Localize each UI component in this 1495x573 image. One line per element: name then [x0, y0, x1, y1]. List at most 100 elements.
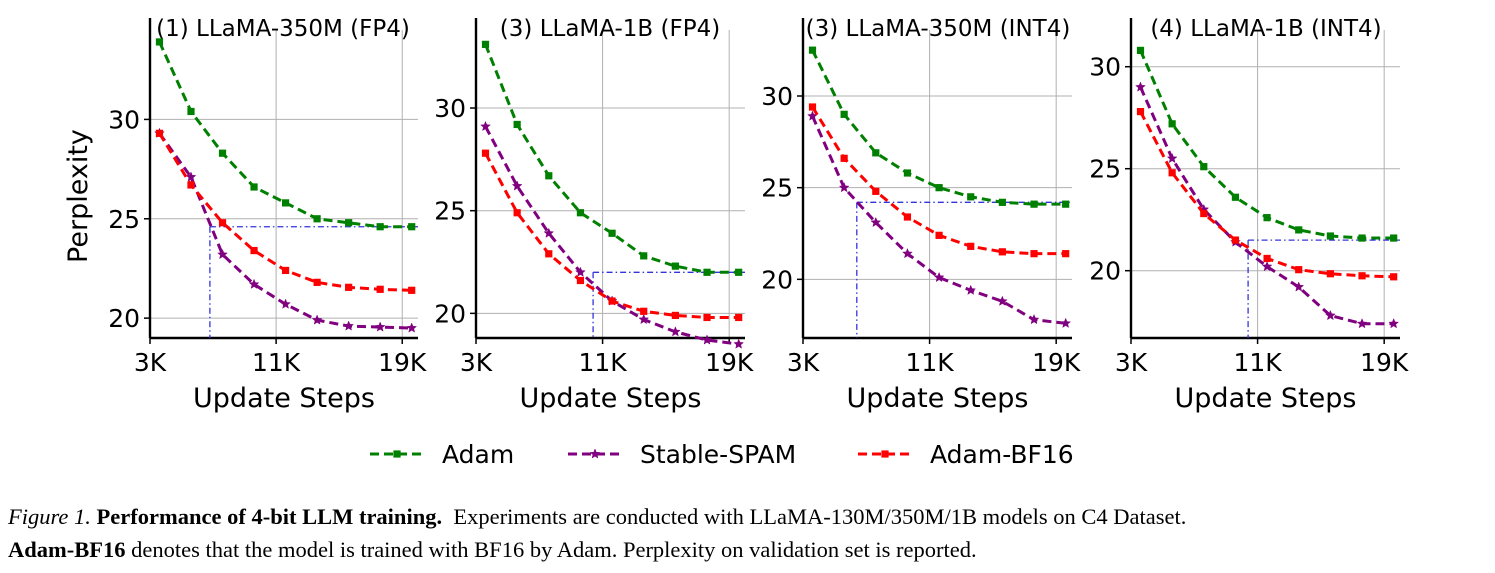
legend-item-adam-bf16: Adam-BF16 — [858, 440, 1074, 469]
data-point-adam-bf16 — [218, 219, 227, 227]
data-point-stable-spam — [1388, 318, 1400, 329]
chart-panel-4: 3K 11K 19K 20 25 30 (4) LLaMA-1B (INT4) Update … — [1089, 16, 1409, 414]
data-point-stable-spam — [511, 180, 523, 191]
caption-text-1: Experiments are conducted with LLaMA-130… — [453, 504, 1187, 529]
series-line-stable-spam — [811, 115, 1066, 325]
data-point-adam — [313, 215, 321, 223]
data-point-adam — [1030, 200, 1038, 208]
legend: Adam Stable-SPAM Adam-BF16 — [370, 440, 1074, 469]
chart-title: (3) LLaMA-350M (INT4) — [806, 16, 1071, 42]
data-point-adam-bf16 — [735, 313, 743, 322]
data-point-adam — [998, 198, 1006, 206]
legend-marker-stable-spam — [589, 448, 601, 459]
data-point-adam — [1062, 200, 1070, 208]
data-point-stable-spam — [1293, 281, 1305, 292]
x-tick-label: 19K — [705, 348, 754, 377]
legend-item-adam: Adam — [370, 440, 514, 469]
data-point-adam — [576, 209, 585, 217]
data-point-adam-bf16 — [155, 129, 164, 137]
data-point-adam — [808, 46, 817, 54]
x-tick-label: 3K — [1115, 348, 1148, 377]
series-adam — [155, 38, 416, 231]
data-point-adam-bf16 — [1168, 169, 1176, 177]
data-point-adam-bf16 — [376, 285, 384, 293]
data-point-adam-bf16 — [345, 283, 353, 291]
data-point-stable-spam — [480, 120, 491, 132]
y-tick-label: 25 — [1089, 155, 1121, 184]
data-point-stable-spam — [1028, 313, 1040, 325]
y-tick-label: 30 — [434, 94, 466, 123]
data-point-adam-bf16 — [967, 242, 975, 250]
data-point-stable-spam — [280, 298, 291, 309]
series-adam — [481, 40, 743, 276]
data-point-adam — [903, 169, 912, 177]
legend-marker-adam-bf16 — [881, 450, 889, 458]
y-axis-label: Perplexity — [63, 129, 94, 263]
data-point-adam — [608, 229, 616, 237]
data-point-adam-bf16 — [935, 231, 943, 239]
data-point-adam — [1200, 163, 1208, 171]
chart-panel-2: 3K 11K 19K 20 25 30 (3) LLaMA-1B (FP4) Update S… — [434, 16, 754, 414]
data-point-adam — [1390, 234, 1398, 242]
data-point-stable-spam — [248, 278, 260, 289]
y-tick-label: 25 — [434, 197, 466, 226]
data-point-adam — [481, 40, 490, 48]
data-point-adam — [545, 172, 553, 180]
data-point-adam — [967, 193, 975, 201]
data-point-adam-bf16 — [313, 278, 321, 286]
chart-panel-3: 3K 11K 19K 20 25 30 (3) LLaMA-350M (INT4) Updat… — [761, 16, 1081, 414]
series-adam-bf16 — [481, 149, 743, 322]
y-tick-label: 30 — [108, 105, 140, 134]
data-point-stable-spam — [1060, 317, 1072, 328]
data-point-stable-spam — [1166, 152, 1178, 164]
data-point-adam-bf16 — [1358, 272, 1366, 280]
data-point-stable-spam — [669, 326, 681, 337]
data-point-stable-spam — [217, 248, 228, 260]
data-point-stable-spam — [870, 216, 882, 228]
y-tick-label: 25 — [108, 205, 140, 234]
data-point-adam-bf16 — [703, 313, 711, 322]
data-point-adam-bf16 — [640, 307, 648, 315]
chart-title: (1) LLaMA-350M (FP4) — [156, 16, 410, 42]
data-point-adam-bf16 — [1136, 107, 1145, 116]
caption-title: Performance of 4-bit LLM training. — [96, 504, 443, 529]
x-tick-label: 3K — [134, 348, 167, 377]
data-point-stable-spam — [185, 171, 197, 182]
data-point-adam — [671, 262, 679, 270]
x-tick-label: 3K — [460, 348, 493, 377]
data-point-adam-bf16 — [608, 297, 616, 305]
x-tick-label: 3K — [787, 348, 820, 377]
data-point-stable-spam — [701, 334, 713, 345]
data-point-adam — [1263, 214, 1271, 222]
data-point-adam — [513, 120, 521, 129]
y-tick-label: 20 — [434, 299, 466, 328]
data-point-stable-spam — [1135, 81, 1146, 92]
series-line-adam — [811, 49, 1066, 206]
x-tick-label: 11K — [252, 348, 301, 377]
data-point-adam — [187, 107, 195, 116]
data-point-adam-bf16 — [250, 246, 258, 255]
series-line-adam — [484, 43, 739, 274]
series-adam — [808, 46, 1070, 208]
x-axis-label: Update Steps — [520, 383, 702, 414]
series-adam-bf16 — [808, 103, 1070, 258]
y-tick-label: 20 — [761, 265, 793, 294]
legend-label-stable-spam: Stable-SPAM — [640, 440, 796, 469]
x-axis-label: Update Steps — [847, 383, 1029, 414]
data-point-adam-bf16 — [840, 154, 848, 162]
y-tick-label: 20 — [1089, 257, 1121, 286]
data-point-stable-spam — [996, 295, 1008, 306]
data-point-adam — [1168, 120, 1176, 128]
data-point-stable-spam — [1356, 318, 1368, 329]
series-line-adam-bf16 — [1139, 110, 1394, 279]
data-point-adam-bf16 — [903, 213, 912, 221]
data-point-adam — [935, 184, 943, 192]
legend-item-stable-spam: Stable-SPAM — [568, 440, 796, 469]
series-adam-bf16 — [1136, 107, 1398, 281]
data-point-adam — [872, 149, 880, 157]
legend-marker-adam — [393, 450, 401, 458]
series-line-stable-spam — [1139, 86, 1394, 326]
data-point-adam-bf16 — [1263, 254, 1271, 263]
data-point-adam — [1358, 234, 1366, 242]
data-point-adam-bf16 — [1062, 250, 1070, 258]
